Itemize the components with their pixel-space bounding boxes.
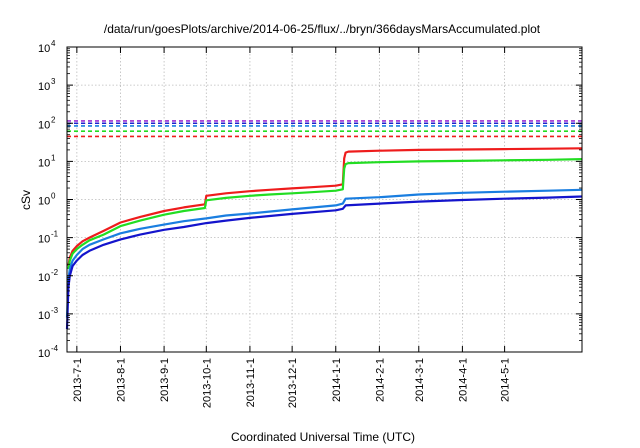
series-line <box>67 158 583 270</box>
chart-title: /data/run/goesPlots/archive/2014-06-25/f… <box>104 22 541 36</box>
x-tick-label: 2013-11-1 <box>245 358 257 407</box>
y-axis-label: cSv <box>19 190 33 210</box>
x-tick-label: 2014-1-1 <box>331 358 343 402</box>
y-tick-exponent: -4 <box>51 344 59 353</box>
y-tick-label: 10 -3 <box>38 306 59 322</box>
y-tick-base: 10 <box>38 272 50 284</box>
x-axis-label: Coordinated Universal Time (UTC) <box>231 430 415 444</box>
y-tick-exponent: 0 <box>51 192 56 201</box>
x-tick-label: 2014-4-1 <box>457 358 469 402</box>
y-tick-base: 10 <box>38 119 50 131</box>
y-tick-exponent: -1 <box>51 230 59 239</box>
x-tick-label: 2013-10-1 <box>201 358 213 408</box>
y-tick-label: 10 -2 <box>38 268 59 284</box>
y-tick-exponent: -2 <box>51 268 59 277</box>
x-tick-label: 2013-7-1 <box>72 358 84 402</box>
y-tick-exponent: -3 <box>51 306 59 315</box>
x-tick-label: 2014-5-1 <box>500 358 512 402</box>
y-tick-label: 10 0 <box>38 192 56 208</box>
y-tick-base: 10 <box>38 234 50 246</box>
x-tick-label: 2014-2-1 <box>374 358 386 402</box>
series-group <box>65 147 583 330</box>
y-tick-base: 10 <box>38 196 50 208</box>
y-tick-base: 10 <box>38 310 50 322</box>
reference-lines <box>67 120 582 138</box>
x-tick-label: 2013-9-1 <box>159 358 171 402</box>
y-tick-label: 10 4 <box>38 39 56 55</box>
y-tick-label: 10 3 <box>38 77 56 93</box>
x-tick-label: 2013-8-1 <box>115 358 127 402</box>
x-tick-label: 2013-12-1 <box>287 358 299 408</box>
y-tick-exponent: 1 <box>51 153 56 162</box>
y-tick-label: 10 1 <box>38 153 56 169</box>
y-tick-exponent: 3 <box>51 77 56 86</box>
y-tick-base: 10 <box>38 43 50 55</box>
y-tick-base: 10 <box>38 157 50 169</box>
series-line <box>65 195 583 330</box>
series-line <box>67 147 583 267</box>
y-tick-label: 10 -1 <box>38 230 59 246</box>
y-tick-label: 10 2 <box>38 115 56 131</box>
y-tick-label: 10 -4 <box>38 344 59 360</box>
x-tick-label: 2014-3-1 <box>414 358 426 402</box>
x-tick-labels: 2013-7-1 2013-8-1 2013-9-1 2013-10-1 2013-11… <box>72 358 512 408</box>
y-tick-exponent: 4 <box>51 39 56 48</box>
ticks <box>67 46 582 353</box>
y-tick-base: 10 <box>38 81 50 93</box>
y-tick-exponent: 2 <box>51 115 56 124</box>
series-line <box>65 188 583 318</box>
y-tick-base: 10 <box>38 348 50 360</box>
